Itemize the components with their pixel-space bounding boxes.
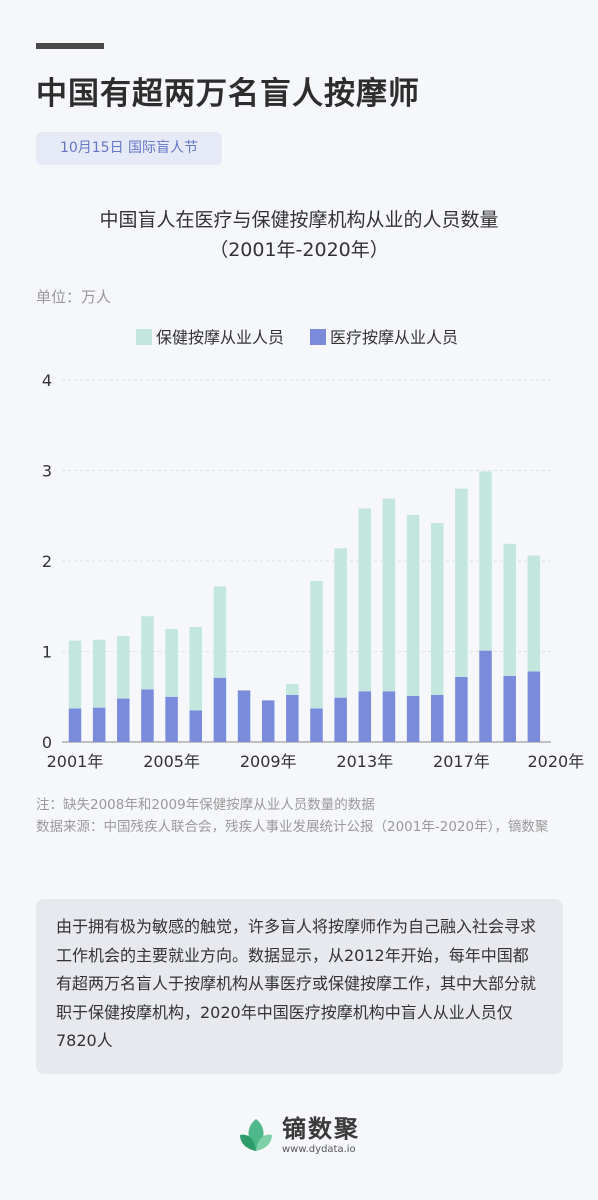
bar-medical-2016 bbox=[431, 694, 444, 742]
y-tick-label: 2 bbox=[42, 552, 52, 571]
title-accent-bar bbox=[36, 43, 104, 49]
bar-medical-2020 bbox=[527, 671, 541, 742]
brand: 镝数聚 www.dydata.io bbox=[236, 1115, 360, 1155]
bar-medical-2014 bbox=[382, 691, 396, 742]
page-title: 中国有超两万名盲人按摩师 bbox=[36, 76, 420, 112]
bar-health-2010 bbox=[286, 684, 299, 695]
legend-swatch-0 bbox=[136, 329, 152, 345]
bar-health-2014 bbox=[382, 498, 396, 692]
chart-title: 中国盲人在医疗与保健按摩机构从业的人员数量 （2001年-2020年） bbox=[0, 205, 598, 265]
bar-health-2006 bbox=[189, 627, 202, 711]
bar-medical-2006 bbox=[189, 710, 202, 742]
y-tick-label: 3 bbox=[42, 462, 52, 481]
bar-medical-2001 bbox=[68, 708, 82, 742]
bar-health-2012 bbox=[334, 548, 347, 698]
date-tag: 10月15日 国际盲人节 bbox=[36, 132, 222, 165]
bar-medical-2004 bbox=[141, 689, 154, 742]
data-source-note: 数据来源：中国残疾人联合会，残疾人事业发展统计公报（2001年-2020年），镝… bbox=[36, 819, 549, 835]
brand-leaf-icon bbox=[240, 1119, 272, 1151]
y-tick-label: 4 bbox=[42, 371, 52, 390]
bar-chart: 保健按摩从业人员 医疗按摩从业人员 0 1 2 3 4 2001年 2005年 2009年 2013… bbox=[42, 328, 584, 771]
bar-health-2007 bbox=[213, 586, 227, 678]
x-tick-label: 2013年 bbox=[336, 752, 393, 771]
bar-health-2004 bbox=[141, 616, 154, 690]
legend-label-0: 保健按摩从业人员 bbox=[156, 328, 284, 347]
bar-medical-2009 bbox=[261, 700, 275, 742]
summary-box: 由于拥有极为敏感的触觉，许多盲人将按摩师作为自己融入社会寻求工作机会的主要就业方… bbox=[36, 899, 563, 1074]
legend-label-1: 医疗按摩从业人员 bbox=[330, 328, 458, 347]
x-tick-label: 2017年 bbox=[433, 752, 490, 771]
bar-medical-2010 bbox=[286, 694, 299, 742]
x-tick-label: 2009年 bbox=[240, 752, 297, 771]
bar-health-2017 bbox=[455, 488, 468, 677]
bar-medical-2012 bbox=[334, 697, 347, 742]
bar-medical-2017 bbox=[455, 676, 468, 742]
bar-health-2018 bbox=[479, 471, 492, 651]
brand-url: www.dydata.io bbox=[282, 1143, 356, 1155]
bar-health-2016 bbox=[431, 522, 444, 695]
bar-medical-2002 bbox=[92, 707, 106, 742]
bar-medical-2013 bbox=[358, 691, 372, 742]
missing-data-note: 注：缺失2008年和2009年保健按摩从业人员数量的数据 bbox=[36, 797, 375, 813]
bar-health-2003 bbox=[117, 636, 130, 699]
bar-medical-2018 bbox=[479, 650, 492, 742]
bar-health-2005 bbox=[165, 628, 178, 697]
y-tick-label: 0 bbox=[42, 733, 52, 752]
bar-medical-2015 bbox=[406, 695, 420, 742]
brand-name: 镝数聚 bbox=[282, 1114, 360, 1143]
bar-medical-2008 bbox=[237, 690, 251, 742]
bar-medical-2011 bbox=[310, 708, 323, 742]
legend-swatch-1 bbox=[310, 329, 326, 345]
bar-medical-2003 bbox=[117, 698, 130, 742]
x-tick-label: 2001年 bbox=[47, 752, 104, 771]
bar-health-2011 bbox=[310, 580, 323, 709]
chart-title-range: （2001年-2020年） bbox=[209, 239, 389, 261]
chart-notes: 注：缺失2008年和2009年保健按摩从业人员数量的数据 数据来源：中国残疾人联… bbox=[36, 794, 566, 838]
x-tick-label: 2020年 bbox=[527, 752, 584, 771]
bar-health-2013 bbox=[358, 508, 372, 692]
bar-health-2002 bbox=[92, 639, 106, 708]
chart-title-main: 中国盲人在医疗与保健按摩机构从业的人员数量 bbox=[99, 209, 499, 231]
bar-health-2019 bbox=[503, 543, 516, 676]
bar-health-2020 bbox=[527, 555, 541, 672]
bar-medical-2007 bbox=[213, 677, 227, 742]
y-tick-label: 1 bbox=[42, 643, 52, 662]
bar-medical-2005 bbox=[165, 696, 178, 742]
x-tick-label: 2005年 bbox=[143, 752, 200, 771]
bar-health-2001 bbox=[68, 640, 82, 709]
unit-label: 单位：万人 bbox=[36, 288, 112, 306]
bar-health-2015 bbox=[406, 514, 420, 696]
bar-medical-2019 bbox=[503, 675, 516, 742]
